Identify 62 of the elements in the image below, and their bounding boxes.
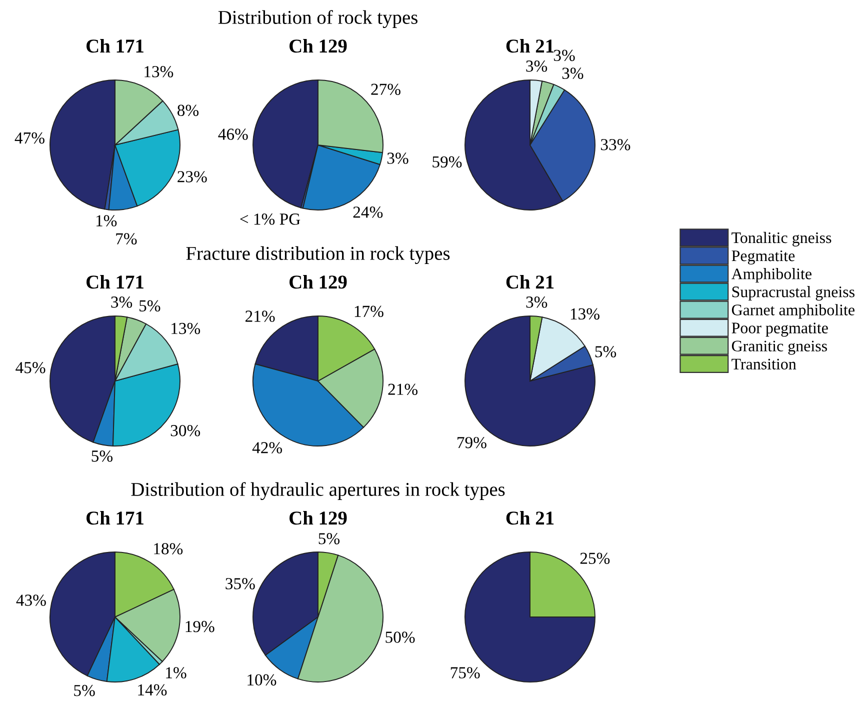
- data-label: 3%: [111, 296, 132, 308]
- data-label: 42%: [252, 442, 282, 454]
- data-label: 45%: [16, 362, 46, 374]
- data-label: 50%: [386, 632, 415, 643]
- chart-title: Ch 21: [506, 38, 554, 53]
- data-label: 33%: [600, 139, 630, 150]
- data-label: 13%: [172, 322, 200, 334]
- data-label: 14%: [138, 684, 167, 696]
- data-label: 43%: [16, 594, 46, 606]
- chart-subtitle: Fracture distribution in rock types: [186, 246, 450, 264]
- data-label: 5%: [140, 300, 160, 312]
- data-label: 21%: [246, 310, 275, 322]
- chart-title: Ch 21: [506, 510, 554, 525]
- legend-label: Poor pegmatite: [732, 322, 828, 337]
- data-label: 5%: [318, 533, 340, 544]
- data-label: 18%: [154, 543, 183, 554]
- data-label: 5%: [74, 684, 95, 696]
- data-label: 17%: [354, 306, 384, 318]
- data-label: 35%: [226, 578, 255, 590]
- data-label: 79%: [458, 436, 486, 448]
- data-label: 3%: [387, 152, 408, 164]
- chart-title: Ch 171: [86, 38, 144, 53]
- data-label: 3%: [526, 296, 548, 308]
- data-label: 5%: [92, 450, 113, 462]
- legend-label: Pegmatite: [732, 250, 795, 265]
- chart-title: Ch 171: [86, 274, 144, 289]
- legend-label: Granitic gneiss: [732, 340, 827, 355]
- data-label: 10%: [248, 674, 276, 686]
- data-label: 5%: [595, 346, 616, 358]
- data-label: 27%: [371, 84, 400, 96]
- data-label: 46%: [218, 128, 248, 140]
- data-label: 23%: [178, 171, 207, 182]
- chart-title: Ch 129: [290, 38, 347, 53]
- legend-label: Tonalitic gneiss: [732, 232, 832, 246]
- chart-title: Ch 171: [86, 510, 144, 525]
- data-label: 21%: [388, 384, 418, 396]
- data-label: 47%: [14, 132, 44, 144]
- data-label: 3%: [526, 60, 548, 72]
- data-label: 19%: [186, 620, 214, 632]
- chart-subtitle: Distribution of hydraulic apertures in rock types: [131, 482, 505, 500]
- legend-label: Garnet amphibolite: [732, 304, 854, 319]
- chart-subtitle: Distribution of rock types: [218, 10, 418, 28]
- data-label: 24%: [353, 206, 383, 218]
- data-label: 3%: [562, 68, 584, 79]
- data-label: 8%: [178, 104, 199, 116]
- legend-label: Transition: [732, 358, 796, 370]
- legend-label: Amphibolite: [731, 268, 812, 283]
- legend-label: Supracrustal gneiss: [732, 286, 854, 301]
- data-label: 13%: [570, 308, 600, 320]
- data-label: 3%: [554, 50, 575, 62]
- data-label: 13%: [144, 66, 174, 78]
- data-label: 30%: [170, 425, 200, 436]
- data-label: < 1% PG: [240, 214, 300, 225]
- chart-title: Ch 129: [290, 510, 347, 525]
- data-label: 59%: [432, 156, 462, 168]
- data-label: 1%: [166, 667, 186, 678]
- data-label: 7%: [116, 233, 137, 244]
- data-label: 1%: [96, 215, 117, 226]
- chart-title: Ch 21: [506, 274, 554, 289]
- data-label: 75%: [450, 667, 480, 678]
- data-label: 25%: [580, 552, 610, 564]
- chart-title: Ch 129: [290, 274, 347, 289]
